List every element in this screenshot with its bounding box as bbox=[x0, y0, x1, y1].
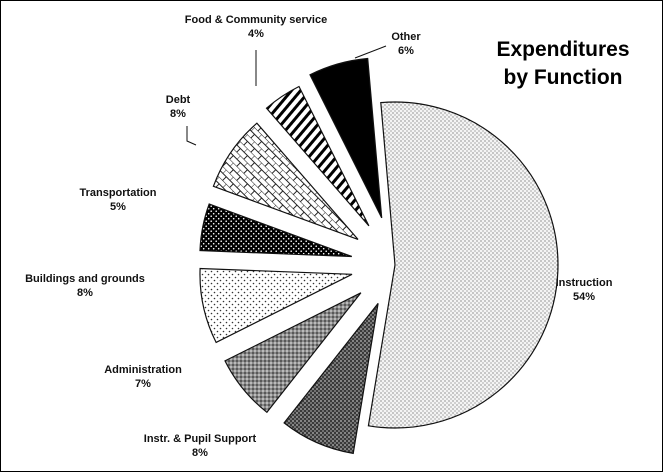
slice-value-label: 7% bbox=[135, 378, 151, 390]
chart-title: Expenditures by Function bbox=[496, 38, 629, 89]
slice-value-label: 8% bbox=[192, 447, 208, 459]
slice-label: Food & Community service bbox=[185, 14, 327, 26]
leader-lines bbox=[186, 45, 387, 146]
slice-value-label: 4% bbox=[248, 28, 264, 40]
leader-line bbox=[186, 126, 197, 146]
slice-label: Debt bbox=[166, 94, 191, 106]
slice-label: Buildings and grounds bbox=[25, 273, 145, 285]
pie-slice-instr-pupil-support bbox=[283, 303, 379, 455]
slice-label: Instruction bbox=[556, 277, 613, 289]
slice-value-label: 5% bbox=[110, 201, 126, 213]
title-line-1: Expenditures bbox=[496, 38, 629, 61]
slice-label: Other bbox=[391, 31, 421, 43]
slice-value-label: 8% bbox=[170, 108, 186, 120]
pie-slice-administration bbox=[224, 292, 362, 414]
slice-labels: Instruction 54% Instr. & Pupil Support 8% Ad… bbox=[25, 14, 613, 459]
leader-line bbox=[354, 45, 387, 59]
pie-slice-transportation bbox=[199, 203, 353, 258]
slice-label: Administration bbox=[104, 364, 182, 376]
pie-slice-debt bbox=[212, 122, 359, 240]
slice-value-label: 6% bbox=[398, 45, 414, 57]
slice-label: Transportation bbox=[79, 187, 156, 199]
slice-value-label: 8% bbox=[77, 287, 93, 299]
pie-slice-food-community-service bbox=[265, 85, 370, 227]
slice-value-label: 54% bbox=[573, 291, 595, 303]
pie-slice-instruction bbox=[367, 101, 559, 429]
pie-slice-buildings-and-grounds bbox=[199, 267, 353, 344]
slice-label: Instr. & Pupil Support bbox=[144, 433, 257, 445]
pie-slice-other bbox=[309, 57, 383, 219]
pie-slices bbox=[199, 57, 559, 455]
title-line-2: by Function bbox=[504, 66, 623, 89]
